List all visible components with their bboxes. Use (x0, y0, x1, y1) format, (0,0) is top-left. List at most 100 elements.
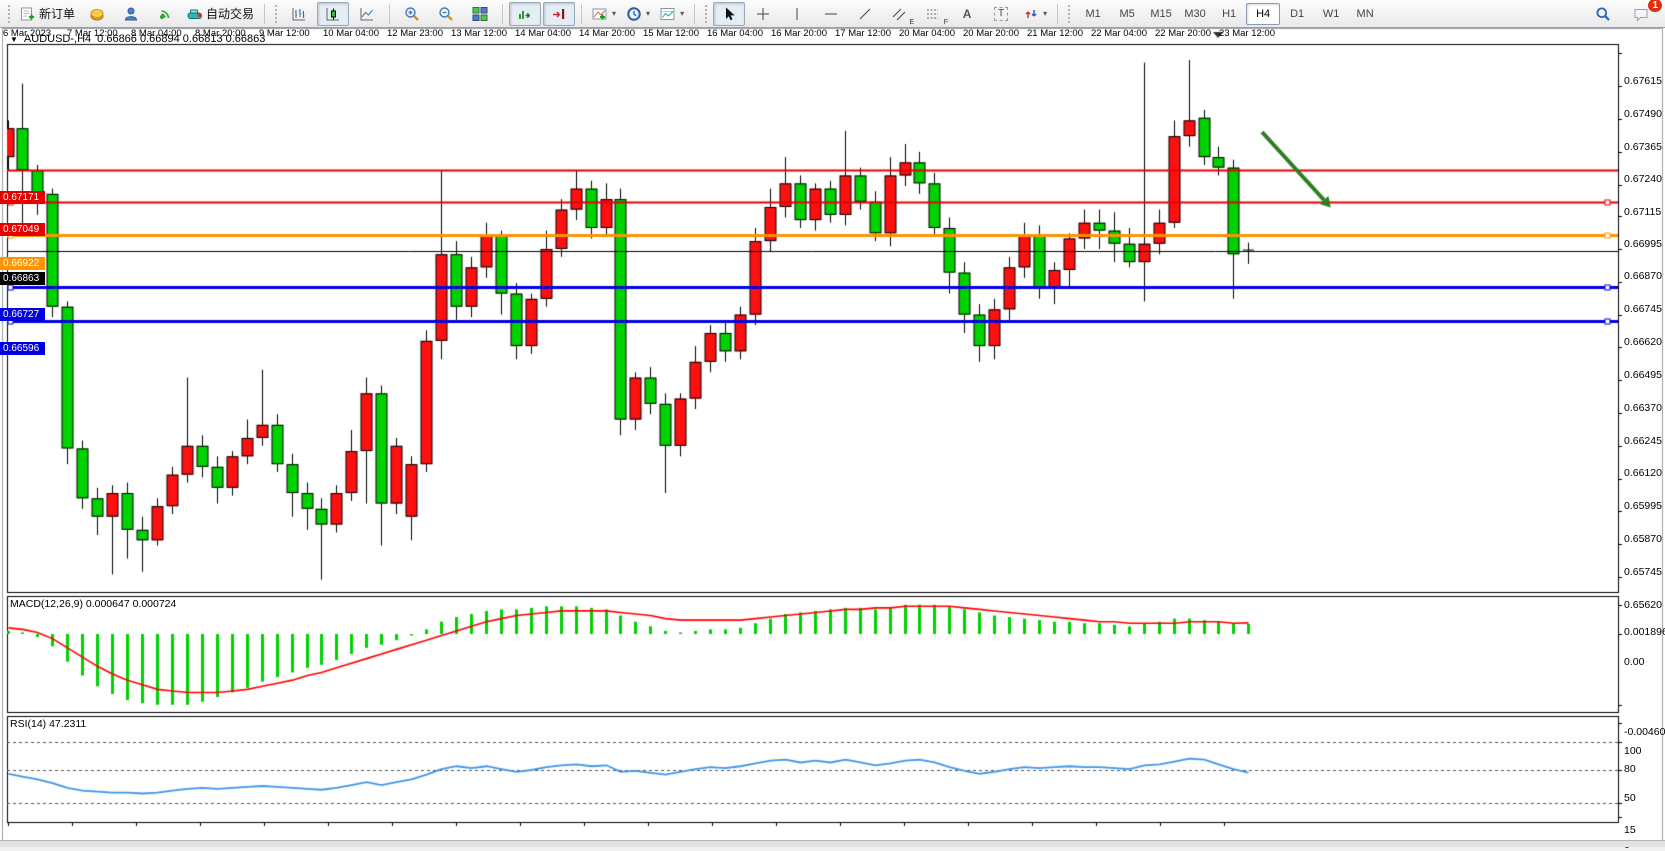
arrows-icon (1025, 9, 1037, 18)
toolbar-grip[interactable] (7, 4, 11, 23)
signals-icon (160, 9, 170, 19)
date-axis-label: 14 Mar 04:00 (515, 28, 571, 39)
chevron-down-icon[interactable]: ▾ (1043, 9, 1048, 18)
date-axis-label: 16 Mar 04:00 (707, 28, 763, 39)
notifications-button[interactable]: 1 (1625, 0, 1663, 26)
trendline-icon (859, 8, 871, 19)
date-axis-label: 23 Mar 12:00 (1219, 28, 1275, 39)
chevron-down-icon[interactable]: ▾ (612, 9, 617, 18)
price-tick-label: 0.67240 (1624, 173, 1662, 185)
price-badge: 0.66922 (0, 257, 45, 270)
tab-timeframe-H4[interactable]: H4 (1246, 2, 1281, 25)
vertical-line-tool-button[interactable] (781, 2, 813, 26)
auto-trading-icon (187, 9, 203, 19)
cursor-icon (726, 7, 735, 20)
profile-icon (125, 7, 138, 20)
date-axis-label: 8 Mar 04:00 (131, 28, 182, 39)
price-tick-label: 0.65995 (1624, 500, 1662, 512)
rsi-scale-label: 100 (1624, 745, 1642, 757)
new-order-icon (21, 7, 34, 20)
symbol-dropdown-icon[interactable]: ▼ (10, 34, 18, 44)
line-chart-icon (360, 7, 374, 20)
horizontal-line-tool-button[interactable] (815, 2, 847, 26)
community-button[interactable] (115, 2, 147, 26)
horizontal-line-icon (825, 13, 838, 14)
price-tick-label: 0.67615 (1624, 75, 1662, 87)
tab-timeframe-D1[interactable]: D1 (1290, 7, 1305, 20)
indicators-icon (592, 8, 607, 19)
date-axis-label: 14 Mar 20:00 (579, 28, 635, 39)
crosshair-icon (757, 7, 770, 20)
text-tool-button[interactable]: A (951, 2, 983, 26)
price-tick-label: 0.65745 (1624, 566, 1662, 578)
vertical-line-icon (796, 7, 798, 20)
tab-timeframe-M15[interactable]: M15 (1150, 7, 1172, 20)
equidistant-channel-tool-button[interactable]: E (883, 2, 915, 26)
signals-button[interactable] (149, 2, 181, 26)
date-axis-label: 17 Mar 12:00 (835, 28, 891, 39)
text-tool-icon: A (962, 6, 972, 21)
chart-canvas[interactable] (0, 28, 1665, 846)
auto-scroll-button[interactable] (509, 1, 542, 26)
price-tick-label: 0.65870 (1624, 533, 1662, 545)
price-tick-label: 0.67365 (1624, 141, 1662, 153)
toolbar-grip[interactable] (1067, 4, 1072, 23)
date-axis-label: 15 Mar 12:00 (643, 28, 699, 39)
chat-bubble-icon (1634, 8, 1648, 22)
channel-icon (892, 8, 906, 20)
toolbar-separator (389, 3, 391, 24)
cursor-tool-button[interactable] (713, 1, 746, 26)
trendline-tool-button[interactable] (849, 2, 881, 26)
price-badge: 0.66596 (0, 342, 45, 355)
new-order-label: 新订单 (39, 7, 76, 21)
tile-windows-icon (472, 6, 488, 21)
clock-icon (627, 6, 641, 21)
bar-chart-button[interactable] (283, 2, 315, 26)
crosshair-tool-button[interactable] (747, 2, 779, 26)
toolbar-separator (581, 3, 583, 24)
tab-timeframe-M1[interactable]: M1 (1085, 7, 1101, 20)
templates-button[interactable]: ▾ (656, 2, 688, 26)
chart-shift-button[interactable] (543, 1, 576, 26)
toolbar-grip[interactable] (704, 4, 709, 23)
zoom-out-button[interactable] (430, 2, 462, 26)
new-order-button[interactable]: 新订单 (16, 2, 79, 26)
bottom-strip (0, 840, 1665, 847)
chevron-down-icon[interactable]: ▾ (646, 9, 651, 18)
rsi-scale-label: 80 (1624, 763, 1636, 775)
fibonacci-tool-button[interactable]: F (917, 2, 949, 26)
price-badge: 0.67171 (0, 191, 45, 204)
toolbar-grip[interactable] (274, 4, 279, 23)
gold-icon (90, 8, 104, 20)
date-axis-label: 9 Mar 12:00 (259, 28, 310, 39)
tile-windows-button[interactable] (464, 2, 496, 26)
fibonacci-sub-label: F (943, 18, 949, 26)
chevron-down-icon[interactable]: ▾ (680, 9, 685, 18)
periods-button[interactable]: ▾ (622, 2, 654, 26)
macd-indicator-label: MACD(12,26,9) 0.000647 0.000724 (10, 598, 177, 610)
zoom-in-button[interactable] (396, 2, 428, 26)
toolbar-separator (264, 3, 266, 24)
arrows-tool-button[interactable]: ▾ (1019, 2, 1051, 26)
tab-timeframe-M5[interactable]: M5 (1119, 7, 1135, 20)
rsi-scale-label: 15 (1624, 824, 1636, 836)
tab-timeframe-H1[interactable]: H1 (1222, 7, 1237, 20)
macd-scale-label: 0.00 (1624, 656, 1645, 668)
zoom-out-icon (439, 6, 453, 21)
date-axis-label: 16 Mar 20:00 (771, 28, 827, 39)
auto-trading-button[interactable]: 自动交易 (183, 2, 258, 26)
candlestick-chart-button[interactable] (317, 1, 350, 26)
template-icon (660, 7, 675, 20)
price-tick-label: 0.66620 (1624, 336, 1662, 348)
date-axis-label: 6 Mar 2023 (3, 28, 52, 39)
price-tick-label: 0.65620 (1624, 599, 1662, 611)
price-tick-label: 0.66995 (1624, 238, 1662, 250)
tab-timeframe-M30[interactable]: M30 (1184, 7, 1206, 20)
deposit-button[interactable] (81, 2, 113, 26)
tab-timeframe-W1[interactable]: W1 (1322, 7, 1340, 20)
line-chart-button[interactable] (351, 2, 383, 26)
tab-timeframe-MN[interactable]: MN (1356, 7, 1374, 20)
search-button[interactable] (1587, 2, 1619, 26)
indicators-button[interactable]: ▾ (588, 2, 620, 26)
text-label-tool-button[interactable]: T (985, 2, 1017, 26)
